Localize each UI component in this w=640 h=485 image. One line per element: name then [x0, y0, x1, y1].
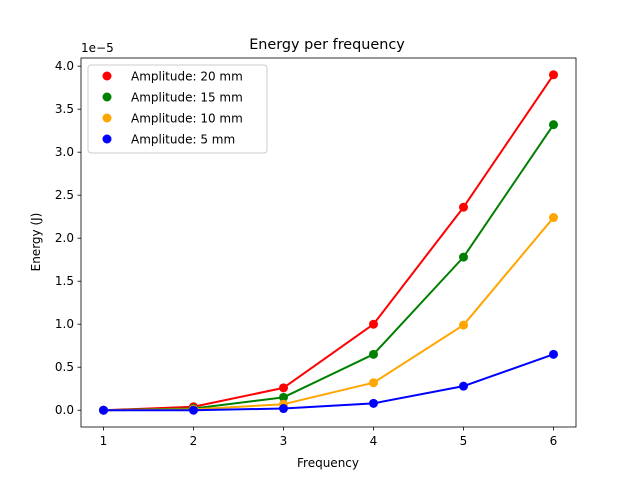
- data-point: [549, 120, 558, 130]
- y-tick-label: 1.0: [55, 317, 74, 331]
- y-axis-label: Energy (J): [29, 213, 43, 272]
- x-tick-label: 1: [100, 434, 108, 448]
- x-tick-label: 5: [460, 434, 468, 448]
- data-point: [459, 381, 468, 391]
- y-tick-label: 2.5: [55, 188, 74, 202]
- x-tick-label: 6: [550, 434, 558, 448]
- series-line-2: [102, 123, 555, 412]
- x-tick-label: 2: [190, 434, 198, 448]
- data-point: [369, 319, 378, 329]
- data-point: [369, 349, 378, 359]
- legend-label: Amplitude: 15 mm: [131, 91, 243, 105]
- data-point: [549, 349, 558, 359]
- data-point: [459, 320, 468, 330]
- data-point: [549, 213, 558, 223]
- x-axis-label: Frequency: [297, 456, 359, 470]
- y-tick-label: 0.5: [55, 360, 74, 374]
- series-line-3: [102, 216, 555, 412]
- y-tick-label: 1.5: [55, 274, 74, 288]
- data-point: [459, 252, 468, 262]
- legend-marker: [102, 113, 112, 123]
- plot-frame: [80, 57, 577, 428]
- y-tick-label: 0.0: [55, 403, 74, 417]
- chart-title: Energy per frequency: [249, 37, 405, 53]
- data-point: [279, 404, 288, 414]
- series-line-1: [102, 73, 555, 412]
- y-tick-label: 2.0: [55, 231, 74, 245]
- data-point: [279, 383, 288, 393]
- data-point: [549, 70, 558, 80]
- x-tick-label: 4: [370, 434, 378, 448]
- legend-label: Amplitude: 5 mm: [131, 133, 235, 147]
- data-point: [369, 398, 378, 408]
- legend-label: Amplitude: 20 mm: [131, 70, 243, 84]
- legend: Amplitude: 20 mm Amplitude: 15 mm Amplitud…: [87, 64, 268, 154]
- data-point: [279, 392, 288, 402]
- y-tick-label: 4.0: [55, 59, 74, 73]
- series-line-4: [102, 353, 555, 412]
- y-tick-label: 3.5: [55, 102, 74, 116]
- x-tick-label: 3: [280, 434, 288, 448]
- data-point: [459, 202, 468, 212]
- data-point: [99, 405, 108, 415]
- legend-box: [87, 64, 268, 154]
- legend-label: Amplitude: 10 mm: [131, 112, 243, 126]
- legend-marker: [102, 134, 112, 144]
- y-scale-label: 1e−5: [81, 41, 114, 55]
- y-tick-label: 3.0: [55, 145, 74, 159]
- legend-marker: [102, 71, 112, 81]
- legend-marker: [102, 92, 112, 102]
- data-point: [189, 405, 198, 415]
- data-point: [369, 378, 378, 388]
